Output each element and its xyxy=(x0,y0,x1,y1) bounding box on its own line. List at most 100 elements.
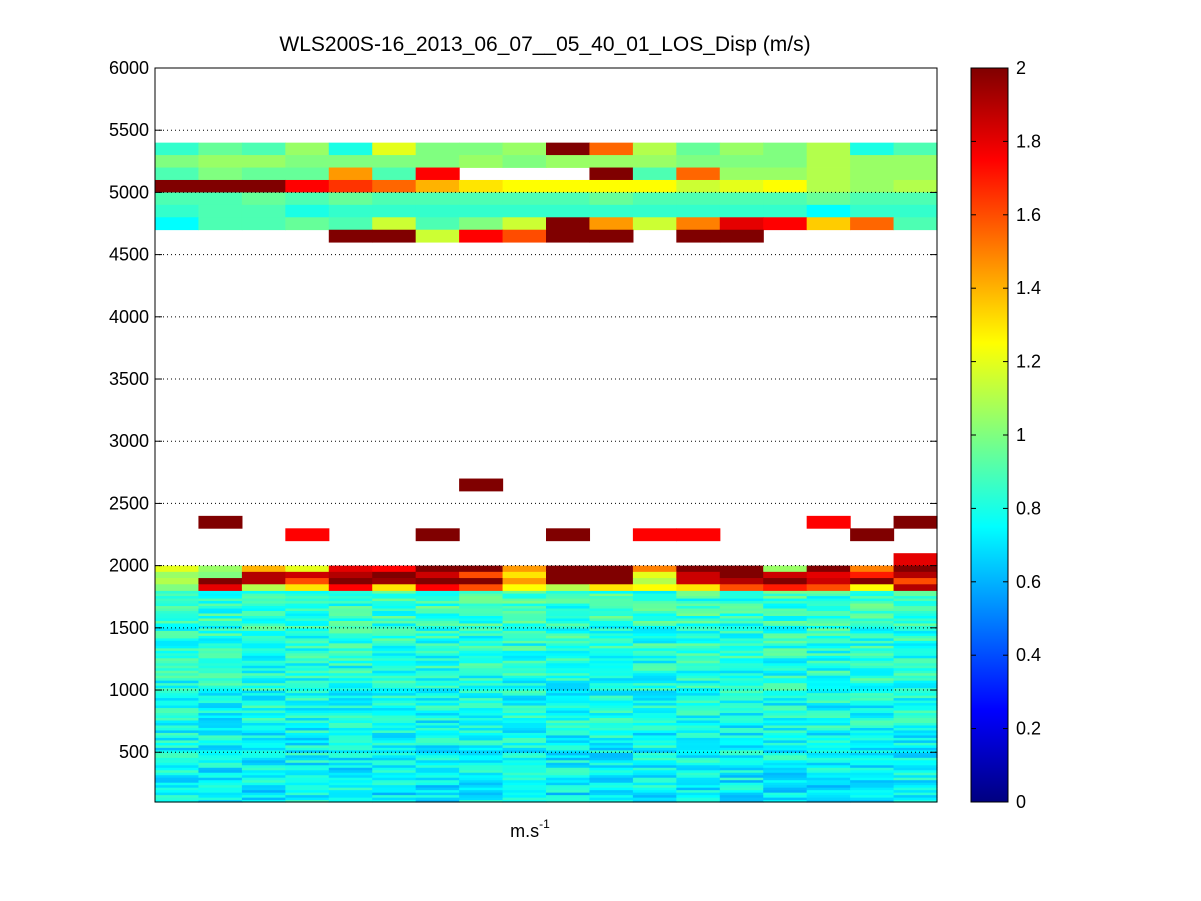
heatmap-cell xyxy=(198,732,243,736)
heatmap-cell xyxy=(372,584,417,591)
heatmap-cell xyxy=(546,584,591,591)
heatmap-cell xyxy=(589,612,634,616)
heatmap-cell xyxy=(806,607,851,612)
heatmap-cell xyxy=(850,640,895,644)
heatmap-cell xyxy=(502,707,547,711)
heatmap-cell xyxy=(459,769,504,773)
heatmap-cell xyxy=(502,692,547,696)
heatmap-cell xyxy=(850,620,895,624)
heatmap-cell xyxy=(850,714,895,719)
heatmap-cell xyxy=(719,757,764,761)
heatmap-cell xyxy=(415,622,460,626)
heatmap-cell xyxy=(459,712,504,716)
heatmap-cell xyxy=(546,792,591,796)
heatmap-cell xyxy=(241,779,286,783)
heatmap-cell xyxy=(459,204,504,218)
heatmap-cell xyxy=(893,799,938,803)
heatmap-cell xyxy=(372,640,417,644)
heatmap-cell xyxy=(719,217,764,231)
y-tick-label: 5500 xyxy=(109,120,149,140)
heatmap-cell xyxy=(415,667,460,671)
heatmap-cell xyxy=(589,578,634,585)
heatmap-cell xyxy=(719,155,764,168)
heatmap-cell xyxy=(546,782,591,786)
heatmap-cell xyxy=(328,662,373,666)
heatmap-cell xyxy=(806,699,851,704)
heatmap-cell xyxy=(155,724,200,728)
heatmap-cell xyxy=(719,709,764,714)
heatmap-cell xyxy=(546,762,591,766)
heatmap-cell xyxy=(589,192,634,206)
heatmap-cell xyxy=(198,682,243,686)
heatmap-cell xyxy=(589,699,634,704)
heatmap-cell xyxy=(502,584,547,591)
heatmap-cell xyxy=(241,625,286,629)
heatmap-cell xyxy=(719,695,764,699)
heatmap-cell xyxy=(241,632,286,636)
heatmap-cell xyxy=(893,739,938,743)
heatmap-cell xyxy=(806,595,851,599)
heatmap-cell xyxy=(676,749,721,753)
heatmap-cell xyxy=(372,635,417,639)
heatmap-cell xyxy=(241,204,286,218)
heatmap-cell xyxy=(632,612,677,616)
heatmap-cell xyxy=(285,685,330,689)
heatmap-cell xyxy=(632,660,677,664)
heatmap-cell xyxy=(328,769,373,773)
heatmap-cell xyxy=(285,784,330,788)
heatmap-cell xyxy=(806,742,851,746)
heatmap-cell xyxy=(198,602,243,607)
heatmap-cell xyxy=(719,600,764,604)
heatmap-cell xyxy=(676,702,721,706)
heatmap-cell xyxy=(719,565,764,573)
heatmap-cell xyxy=(198,717,243,721)
heatmap-cell xyxy=(415,652,460,656)
chart-title: WLS200S-16_2013_06_07__05_40_01_LOS_Disp… xyxy=(279,33,810,56)
heatmap-cell xyxy=(632,690,677,694)
heatmap-cell xyxy=(241,630,286,634)
heatmap-cell xyxy=(415,699,460,704)
heatmap-cell xyxy=(502,767,547,771)
heatmap-cell xyxy=(632,757,677,761)
heatmap-cell xyxy=(893,142,938,156)
colorbar-tick-label: 1.8 xyxy=(1016,131,1041,151)
heatmap-cell xyxy=(241,565,286,573)
heatmap-cell xyxy=(328,627,373,631)
heatmap-cell xyxy=(806,767,851,771)
heatmap-cell xyxy=(155,642,200,646)
heatmap-cell xyxy=(198,593,243,597)
heatmap-cell xyxy=(155,717,200,721)
heatmap-cell xyxy=(632,799,677,803)
heatmap-cell xyxy=(372,204,417,218)
heatmap-cell xyxy=(806,777,851,781)
heatmap-cell xyxy=(719,764,764,768)
heatmap-cell xyxy=(676,647,721,651)
heatmap-cell xyxy=(328,597,373,602)
heatmap-cell xyxy=(850,757,895,761)
heatmap-cell xyxy=(850,652,895,656)
heatmap-cell xyxy=(459,690,504,694)
heatmap-cell xyxy=(241,707,286,711)
heatmap-cell xyxy=(459,650,504,654)
heatmap-cell xyxy=(850,779,895,783)
heatmap-cell xyxy=(502,675,547,679)
heatmap-cell xyxy=(676,615,721,619)
heatmap-cell xyxy=(285,597,330,602)
heatmap-cell xyxy=(676,528,721,542)
heatmap-cell xyxy=(806,578,851,585)
heatmap-cell xyxy=(676,593,721,597)
heatmap-cell xyxy=(676,772,721,776)
heatmap-cell xyxy=(676,605,721,609)
heatmap-cell xyxy=(850,571,895,579)
heatmap-cell xyxy=(415,662,460,666)
heatmap-cell xyxy=(328,657,373,661)
heatmap-cell xyxy=(632,635,677,639)
heatmap-cell xyxy=(589,682,634,686)
heatmap-cell xyxy=(546,677,591,681)
heatmap-cell xyxy=(546,695,591,699)
heatmap-cell xyxy=(850,595,895,599)
heatmap-cell xyxy=(155,782,200,786)
heatmap-cell xyxy=(806,647,851,651)
heatmap-cell xyxy=(459,782,504,786)
heatmap-cell xyxy=(372,697,417,701)
